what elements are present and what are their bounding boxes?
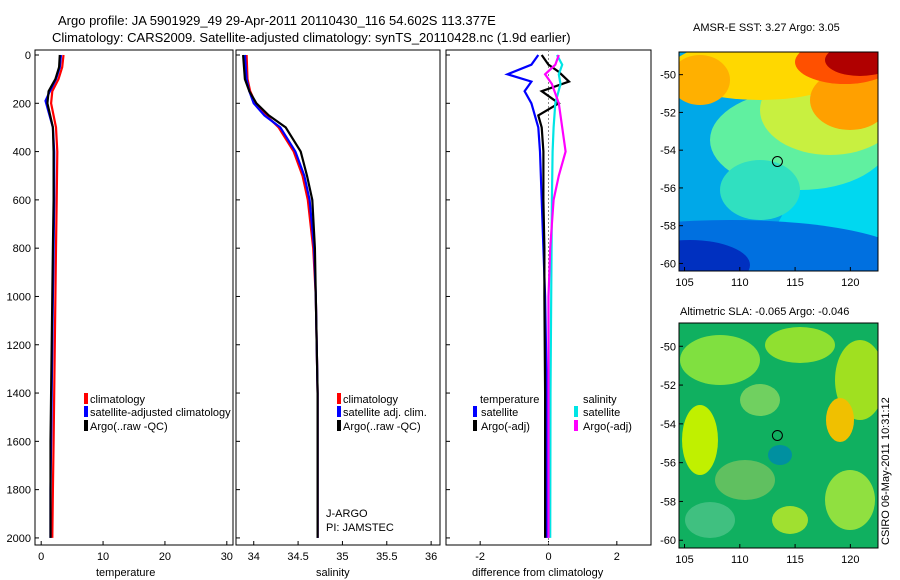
legend-satellite-adjusted: satellite-adjusted climatology <box>90 407 231 419</box>
map-y-tick-label: -56 <box>660 183 676 195</box>
map-y-tick-label: -60 <box>660 258 676 270</box>
map-y-tick-label: -56 <box>660 458 676 470</box>
depth-tick-label: 400 <box>13 147 31 159</box>
map-x-tick-label: 105 <box>675 554 693 566</box>
legend-swatch-blue <box>337 406 341 417</box>
map-x-tick-label: 120 <box>841 277 859 289</box>
map-x-tick-label: 110 <box>731 554 749 566</box>
legend-swatch-magenta <box>574 420 578 431</box>
legend-swatch-blue <box>473 406 477 417</box>
map-y-tick-label: -50 <box>660 341 676 353</box>
sla-map-axes: 105 110 115 120 -50 -52 -54 -56 -58 -60 <box>660 341 859 566</box>
series-climatology <box>49 54 65 538</box>
series-salinity-satellite <box>549 54 564 538</box>
depth-tick-label: 1400 <box>7 388 31 400</box>
map-x-tick-label: 120 <box>841 554 859 566</box>
depth-tick-label: 800 <box>13 243 31 255</box>
sla-map-title: Altimetric SLA: -0.065 Argo: -0.046 <box>680 306 849 318</box>
figure-title-line2: Climatology: CARS2009. Satellite-adjuste… <box>52 30 571 45</box>
depth-axis: 0 200 400 600 800 1000 1200 1400 1600 1800 2000 <box>7 50 450 545</box>
x-tick-label: 0 <box>38 551 44 563</box>
legend-sal-argo: Argo(-adj) <box>583 421 632 433</box>
legend-argo: Argo(..raw -QC) <box>90 421 168 433</box>
map-x-tick-label: 105 <box>675 277 693 289</box>
series-satellite-adj-clim- <box>243 54 319 538</box>
legend-swatch-cyan <box>574 406 578 417</box>
x-tick-label: -2 <box>475 551 485 563</box>
jargo-label: J-ARGO <box>326 508 368 520</box>
salinity-xlabel: salinity <box>316 567 350 579</box>
x-tick-label: 0 <box>545 551 551 563</box>
legend-swatch-black <box>84 420 88 431</box>
depth-tick-label: 200 <box>13 98 31 110</box>
map-y-tick-label: -60 <box>660 535 676 547</box>
legend-salinity-title: salinity <box>583 394 617 406</box>
difference-legend: temperature satellite Argo(-adj) salinit… <box>473 394 632 433</box>
x-tick-label: 34.5 <box>287 551 308 563</box>
timestamp-label: CSIRO 06-May-2011 10:31:12 <box>880 397 892 545</box>
map-x-tick-label: 110 <box>731 277 749 289</box>
x-tick-label: 2 <box>614 551 620 563</box>
map-x-tick-label: 115 <box>786 554 804 566</box>
map-y-tick-label: -50 <box>660 70 676 82</box>
series-argo-raw-qc- <box>242 54 319 538</box>
depth-tick-label: 2000 <box>7 533 31 545</box>
map-y-tick-label: -58 <box>660 496 676 508</box>
map-y-tick-label: -54 <box>660 419 676 431</box>
x-tick-label: 10 <box>97 551 109 563</box>
argo-location-marker <box>771 156 783 167</box>
sla-map-image <box>679 323 878 548</box>
figure-title-line1: Argo profile: JA 5901929_49 29-Apr-2011 … <box>58 13 496 28</box>
series-temperature-argo-adj- <box>537 54 572 538</box>
depth-tick-label: 600 <box>13 195 31 207</box>
temperature-panel <box>34 49 234 546</box>
sst-map-axes: 105 110 115 120 -50 -52 -54 -56 -58 -60 <box>660 70 859 289</box>
legend-temp-argo: Argo(-adj) <box>481 421 530 433</box>
temperature-xlabel: temperature <box>96 567 155 579</box>
x-tick-label: 36 <box>425 551 437 563</box>
x-tick-label: 20 <box>159 551 171 563</box>
map-x-tick-label: 115 <box>786 277 804 289</box>
argo-location-marker <box>771 430 783 441</box>
difference-xlabel: difference from climatology <box>472 567 604 579</box>
legend-swatch-blue <box>84 406 88 417</box>
series-argo-raw-qc- <box>46 54 61 538</box>
legend-sal-satellite: satellite <box>583 407 620 419</box>
map-y-tick-label: -58 <box>660 221 676 233</box>
series-climatology <box>245 54 319 538</box>
sst-map-title: AMSR-E SST: 3.27 Argo: 3.05 <box>693 22 840 34</box>
depth-tick-label: 1000 <box>7 291 31 303</box>
legend-climatology: climatology <box>90 394 146 406</box>
legend-swatch-red <box>337 393 341 404</box>
x-tick-label: 30 <box>221 551 233 563</box>
series-salinity-argo-adj- <box>543 54 567 538</box>
x-tick-label: 35.5 <box>376 551 397 563</box>
legend-temp-satellite: satellite <box>481 407 518 419</box>
legend-swatch-red <box>84 393 88 404</box>
map-y-tick-label: -54 <box>660 145 676 157</box>
depth-tick-label: 1800 <box>7 485 31 497</box>
map-y-tick-label: -52 <box>660 380 676 392</box>
depth-tick-label: 0 <box>25 50 31 62</box>
x-tick-label: 35 <box>336 551 348 563</box>
x-tick-label: 34 <box>248 551 260 563</box>
sst-map-frame <box>678 51 879 272</box>
depth-tick-label: 1200 <box>7 340 31 352</box>
sst-map-image <box>679 52 878 271</box>
temperature-legend: climatology satellite-adjusted climatolo… <box>84 393 231 433</box>
salinity-legend: climatology satellite adj. clim. Argo(..… <box>326 393 427 534</box>
legend-climatology: climatology <box>343 394 399 406</box>
depth-tick-label: 1600 <box>7 436 31 448</box>
map-y-tick-label: -52 <box>660 107 676 119</box>
pi-label: PI: JAMSTEC <box>326 522 394 534</box>
sla-map-frame <box>678 322 879 549</box>
legend-swatch-black <box>473 420 477 431</box>
salinity-panel <box>235 49 441 546</box>
legend-satellite-adj-clim: satellite adj. clim. <box>343 407 427 419</box>
legend-temperature-title: temperature <box>480 394 539 406</box>
legend-argo: Argo(..raw -QC) <box>343 421 421 433</box>
legend-swatch-black <box>337 420 341 431</box>
